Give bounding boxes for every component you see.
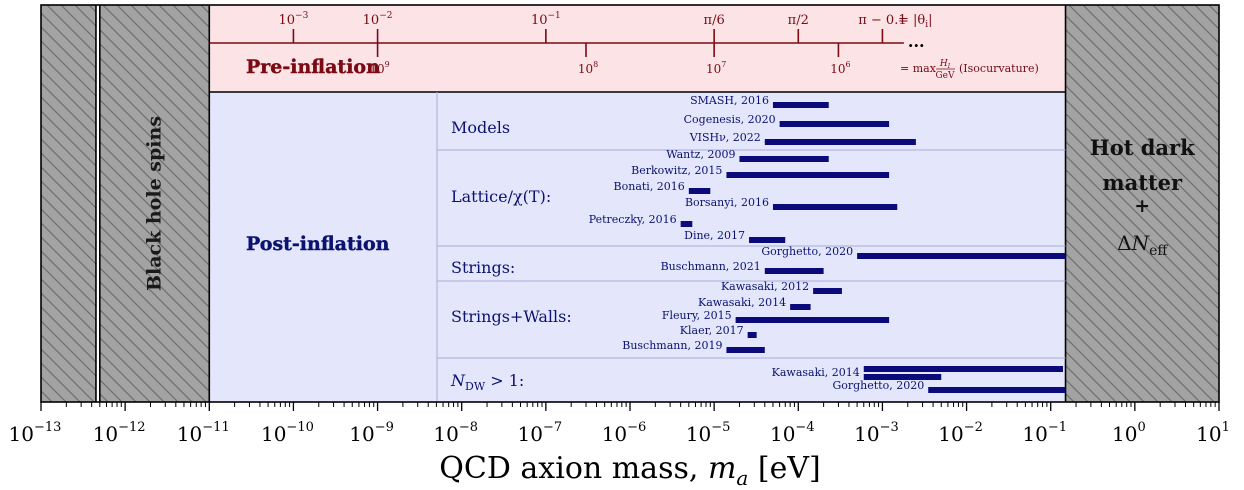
estimate-bar <box>863 374 942 380</box>
group-label: NDW > 1: <box>450 371 524 393</box>
estimate-bar <box>772 204 898 210</box>
x-tick-label: 10−13 <box>9 420 62 446</box>
hi-tick-label: 109 <box>369 60 389 76</box>
estimate-bar <box>749 237 786 243</box>
delta-neff-label: ΔNeff <box>1117 231 1168 259</box>
estimate-label: Bonati, 2016 <box>614 180 685 193</box>
group-label: Strings: <box>451 258 515 277</box>
estimate-bar <box>863 366 1064 372</box>
estimate-label: Borsanyi, 2016 <box>685 196 769 209</box>
hi-suffix-post: (Isocurvature) <box>959 62 1039 75</box>
estimate-bar <box>790 304 811 310</box>
x-tick-label: 10−2 <box>938 420 983 446</box>
post-inflation-label: Post-inflation <box>246 233 390 255</box>
estimate-label: Berkowitz, 2015 <box>631 164 722 177</box>
estimate-label: Buschmann, 2021 <box>661 260 761 273</box>
x-tick-label: 10−4 <box>770 420 815 446</box>
group-label: Strings+Walls: <box>451 307 572 326</box>
estimate-label: Klaer, 2017 <box>680 324 744 337</box>
hot-dm-line1: Hot dark <box>1090 135 1195 160</box>
hi-suffix-pre: = max <box>900 62 937 75</box>
hot-dark-matter-band <box>1065 5 1219 402</box>
x-axis-label: QCD axion mass, ma [eV] <box>439 451 820 490</box>
theta-tick-label: π − 0.1 <box>858 13 906 28</box>
estimate-label: Kawasaki, 2012 <box>721 280 809 293</box>
estimate-label: Buschmann, 2019 <box>622 339 722 352</box>
estimate-bar <box>772 102 829 108</box>
estimate-label: Wantz, 2009 <box>666 148 735 161</box>
theta-axis-suffix: = |θi| <box>898 13 933 30</box>
black-hole-band-right <box>99 5 210 402</box>
pre-inflation-panel <box>209 5 1066 92</box>
hi-tick-label: 106 <box>830 60 850 76</box>
estimate-label: VISHν, 2022 <box>689 131 761 144</box>
x-tick-label: 10−11 <box>177 420 230 446</box>
x-tick-label: 101 <box>1196 420 1230 446</box>
x-tick-label: 10−6 <box>602 420 647 446</box>
axis-ellipsis: ... <box>908 32 925 51</box>
estimate-bar <box>779 121 890 127</box>
estimate-bar <box>726 172 890 178</box>
hi-tick-label: 108 <box>578 60 598 76</box>
estimate-label: Fleury, 2015 <box>662 309 732 322</box>
estimate-label: Kawasaki, 2014 <box>772 366 860 379</box>
x-tick-label: 10−10 <box>261 420 314 446</box>
black-hole-spins-label: Black hole spins <box>144 116 166 291</box>
estimate-label: Cogenesis, 2020 <box>684 113 776 126</box>
estimate-bar <box>739 156 829 162</box>
estimate-bar <box>680 221 693 227</box>
hi-frac-denominator: GeV <box>935 71 955 81</box>
theta-tick-label: 10−2 <box>363 11 393 28</box>
hot-dm-plus: + <box>1134 195 1150 217</box>
group-label: Lattice/χ(T): <box>451 187 551 206</box>
estimate-label: Dine, 2017 <box>684 229 745 242</box>
x-tick-label: 10−7 <box>518 420 563 446</box>
estimate-bar <box>813 288 842 294</box>
x-tick-label: 10−3 <box>854 420 899 446</box>
estimate-label: Petreczky, 2016 <box>589 213 677 226</box>
estimate-label: Kawasaki, 2014 <box>698 296 786 309</box>
estimate-bar <box>764 139 916 145</box>
post-inflation-panel <box>209 92 1066 402</box>
estimate-bar <box>688 188 711 194</box>
x-tick-label: 10−9 <box>349 420 394 446</box>
hot-dm-line2: matter <box>1102 170 1183 195</box>
theta-tick-label: 10−3 <box>279 11 309 28</box>
estimate-bar <box>747 332 757 338</box>
theta-tick-label: π/2 <box>788 13 809 28</box>
estimate-bar <box>726 347 765 353</box>
estimate-bar <box>857 253 1066 259</box>
theta-tick-label: 10−1 <box>531 11 561 28</box>
x-tick-label: 10−1 <box>1022 420 1067 446</box>
hi-frac-numerator: HI <box>939 59 951 70</box>
theta-tick-label: π/6 <box>704 13 725 28</box>
group-label: Models <box>451 118 510 137</box>
x-tick-label: 10−5 <box>686 420 731 446</box>
hi-tick-label: 107 <box>706 60 726 76</box>
pre-inflation-label: Pre-inflation <box>246 56 380 78</box>
estimate-label: Gorghetto, 2020 <box>761 245 853 258</box>
estimate-bar <box>735 317 890 323</box>
estimate-bar <box>764 268 824 274</box>
x-tick-label: 10−12 <box>93 420 146 446</box>
x-tick-label: 10−8 <box>433 420 478 446</box>
black-hole-band-left <box>41 5 96 402</box>
estimate-bar <box>928 387 1066 393</box>
estimate-label: Gorghetto, 2020 <box>832 379 924 392</box>
estimate-label: SMASH, 2016 <box>690 94 769 107</box>
x-tick-label: 100 <box>1112 420 1146 446</box>
